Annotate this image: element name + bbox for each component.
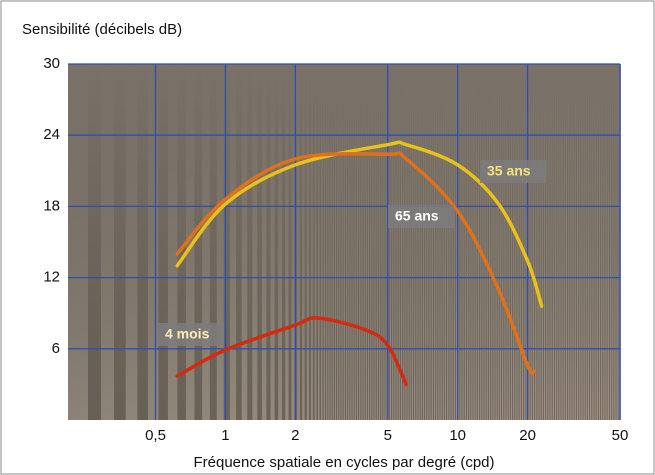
- grating-fade: [68, 64, 620, 420]
- chart: Sensibilité (décibels dB) Fréquence spat…: [0, 0, 655, 475]
- y-tick-label: 6: [52, 340, 60, 357]
- x-tick-label: 0,5: [145, 427, 166, 444]
- page: Sensibilité (décibels dB) Fréquence spat…: [0, 0, 655, 475]
- x-tick-label: 20: [519, 427, 536, 444]
- legend-label: 65 ans: [395, 208, 439, 224]
- y-tick-label: 18: [43, 197, 60, 214]
- x-tick-label: 1: [221, 427, 229, 444]
- legend-label: 35 ans: [487, 163, 531, 179]
- x-tick-label: 10: [449, 427, 466, 444]
- y-tick-label: 24: [43, 126, 60, 143]
- legend-label: 4 mois: [165, 326, 210, 342]
- y-tick-label: 30: [43, 55, 60, 72]
- y-tick-label: 12: [43, 269, 60, 286]
- x-tick-label: 50: [612, 427, 629, 444]
- x-axis-label: Fréquence spatiale en cycles par degré (…: [194, 454, 495, 471]
- y-axis-label: Sensibilité (décibels dB): [22, 21, 182, 38]
- x-tick-label: 5: [384, 427, 392, 444]
- x-tick-label: 2: [291, 427, 299, 444]
